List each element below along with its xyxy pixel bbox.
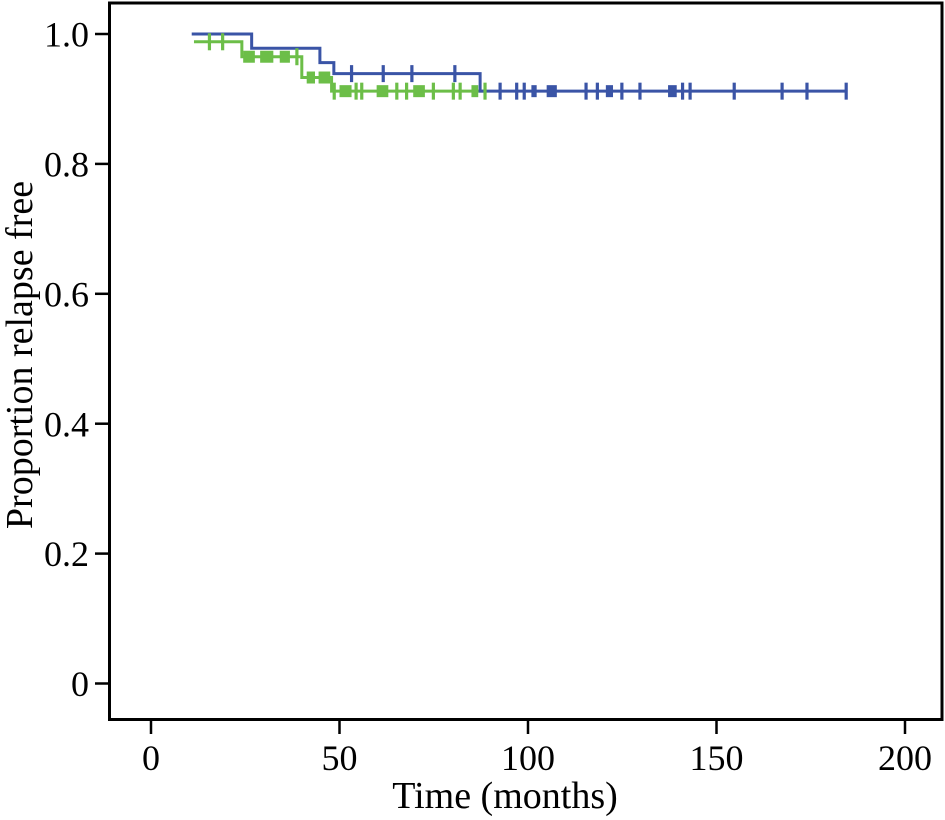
censor-square-green_group [243, 50, 255, 63]
chart-generated-layer: 0 50 100 150 200 0 0.2 0.4 0.6 0.8 1.0 [44, 1, 944, 778]
censor-square-green_group [318, 71, 331, 84]
y-tick-label: 0.2 [44, 534, 89, 574]
survival-curve-blue_group [191, 32, 848, 93]
censor-square-blue_group [605, 85, 614, 98]
plot-border [108, 1, 944, 721]
y-tick-label: 0 [71, 664, 89, 704]
x-tick-label: 150 [690, 738, 744, 778]
y-tick-label: 1.0 [44, 15, 89, 55]
y-axis-title: Proportion relapse free [0, 181, 41, 529]
survival-curve-green_group [193, 40, 487, 93]
censor-square-green_group [413, 85, 425, 98]
x-tick-label: 50 [322, 738, 358, 778]
censor-square-blue_group [531, 85, 537, 98]
censor-square-green_group [339, 85, 352, 98]
x-tick-label: 0 [142, 738, 160, 778]
censor-square-blue_group [668, 85, 677, 98]
censor-square-green_group [279, 50, 290, 63]
y-tick-label: 0.4 [44, 404, 89, 444]
y-tick-label: 0.8 [44, 145, 89, 185]
censor-square-green_group [260, 50, 274, 63]
censor-square-blue_group [546, 85, 557, 98]
censor-square-green_group [376, 85, 389, 98]
x-tick-label: 100 [501, 738, 555, 778]
censor-square-green_group [306, 71, 315, 84]
x-tick-label: 200 [878, 738, 932, 778]
censor-square-green_group [471, 85, 479, 98]
y-tick-label: 0.6 [44, 274, 89, 314]
x-axis-title: Time (months) [392, 775, 618, 817]
